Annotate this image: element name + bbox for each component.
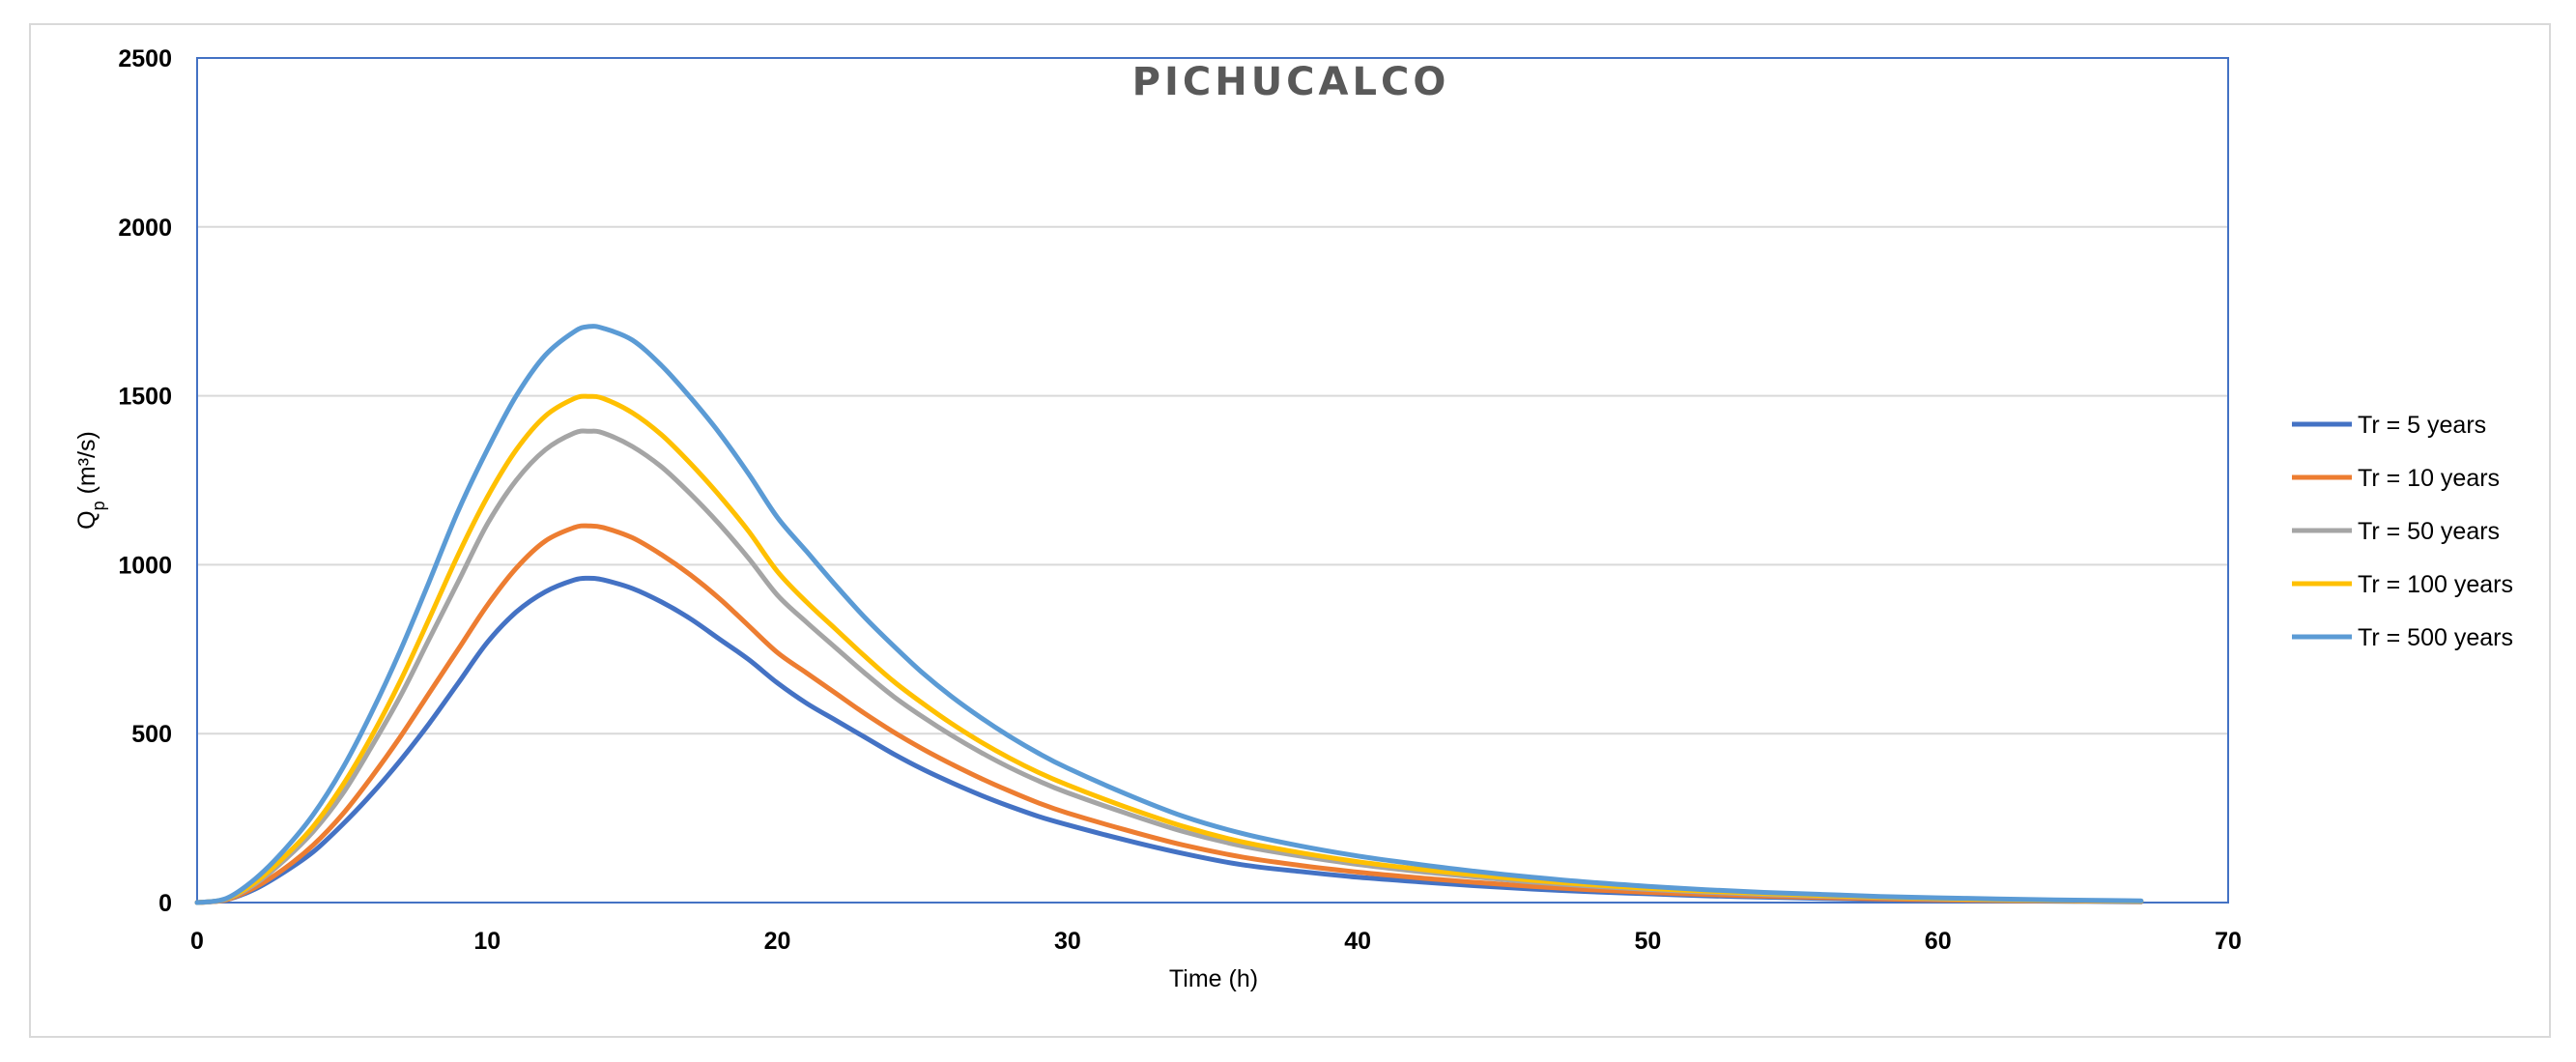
- y-tick-label: 2500: [118, 45, 172, 72]
- y-tick-label: 0: [158, 890, 172, 917]
- series-line: [194, 575, 2144, 905]
- legend-label: Tr = 100 years: [2358, 571, 2513, 598]
- plot-area-border: [196, 57, 2229, 904]
- legend: Tr = 5 years Tr = 10 years Tr = 50 years Tr…: [2292, 412, 2513, 651]
- y-axis-title-unit: (m³/s): [73, 431, 100, 501]
- legend-label: Tr = 50 years: [2358, 518, 2500, 545]
- series-line: [194, 523, 2144, 905]
- x-axis-title: Time (h): [1169, 965, 1258, 992]
- x-tick-label: 0: [190, 928, 204, 955]
- chart-svg: 0 500 1000 1500 2000 2500 0 10 20 30 40 50 60 70 PICH…: [73, 45, 2513, 992]
- chart-frame: 0 500 1000 1500 2000 2500 0 10 20 30 40 50 60 70 PICH…: [29, 23, 2551, 1038]
- legend-label: Tr = 5 years: [2358, 412, 2486, 439]
- y-tick-label: 500: [131, 721, 172, 748]
- x-tick-label: 20: [764, 928, 791, 955]
- series-line: [194, 428, 2144, 905]
- series-line: [194, 324, 2144, 905]
- legend-label: Tr = 10 years: [2358, 465, 2500, 492]
- legend-label: Tr = 500 years: [2358, 624, 2513, 651]
- x-tick-label: 30: [1054, 928, 1081, 955]
- x-tick-label: 60: [1925, 928, 1952, 955]
- y-tick-label: 1500: [118, 384, 172, 411]
- chart-title: PICHUCALCO: [1132, 60, 1450, 104]
- x-tick-label: 10: [473, 928, 501, 955]
- x-tick-label: 50: [1635, 928, 1662, 955]
- tick-layer: 0 500 1000 1500 2000 2500 0 10 20 30 40 50 60 70: [118, 45, 2242, 955]
- x-tick-label: 70: [2215, 928, 2242, 955]
- x-tick-label: 40: [1344, 928, 1371, 955]
- y-axis-title-main: Q: [73, 510, 100, 529]
- y-tick-label: 2000: [118, 215, 172, 242]
- y-axis-title: Qp (m³/s): [73, 431, 108, 530]
- y-tick-label: 1000: [118, 552, 172, 579]
- grid-layer: [197, 225, 2228, 904]
- y-axis-title-subscript: p: [89, 501, 108, 510]
- series-layer: [194, 324, 2144, 905]
